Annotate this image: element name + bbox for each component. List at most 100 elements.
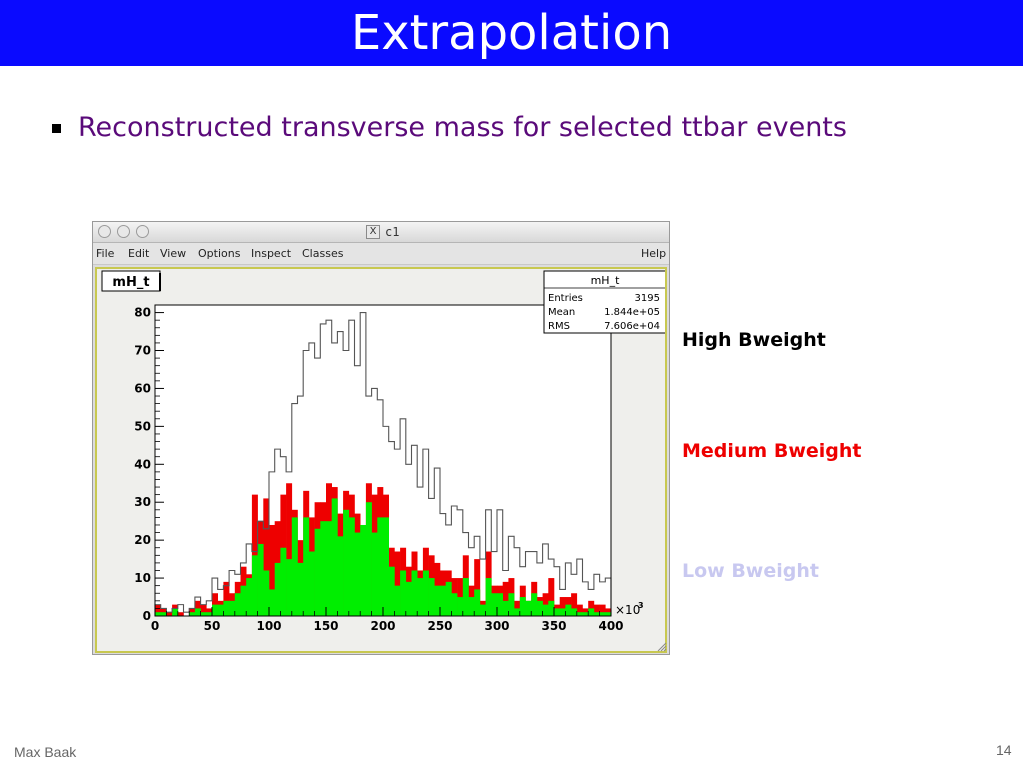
menu-inspect[interactable]: Inspect [251,247,291,260]
bar-low-bweight-64 [519,597,526,616]
bar-low-bweight-12 [223,600,230,616]
bar-medium-bweight-61 [502,581,509,616]
bar-low-bweight-58 [485,578,492,616]
x-tick-label-150: 150 [313,619,338,633]
menu-file[interactable]: File [96,247,114,260]
series-line-high-bweight [154,312,612,616]
histogram-chart: 0 10 20 30 40 50 60 70 80 0 50 100 150 200 250 300 350 40… [101,270,667,633]
plot-canvas[interactable]: 0 10 20 30 40 50 60 70 80 0 50 100 150 200 250 300 350 40… [95,267,667,653]
bar-low-bweight-34 [348,517,355,616]
bar-medium-bweight-75 [582,608,589,616]
bar-low-bweight-22 [280,547,287,616]
footer-page-number: 14 [996,742,1012,758]
y-tick-label-0: 0 [143,609,151,623]
bar-medium-bweight-20 [269,524,275,616]
footer-author: Max Baak [14,744,77,760]
menu-view-label: View [160,247,187,260]
bar-low-bweight-51 [445,581,452,616]
bar-low-bweight-62 [508,593,515,616]
x-multiplier-exponent: 3 [638,601,644,610]
bar-low-bweight-6 [189,612,196,616]
y-tick-label-70: 70 [134,344,151,358]
bar-low-bweight-14 [234,593,241,616]
bar-low-bweight-42 [394,585,401,616]
bar-medium-bweight-77 [593,604,600,616]
bar-low-bweight-20 [269,589,275,616]
bar-medium-bweight-9 [206,608,213,616]
window-title: c1 [385,225,400,239]
bar-low-bweight-9 [206,612,213,616]
menu-classes[interactable]: Classes [302,247,343,260]
menu-classes-label: Classes [302,247,344,260]
y-tick-label-50: 50 [134,419,151,433]
bar-low-bweight-77 [593,612,600,616]
bar-medium-bweight-2 [166,612,173,616]
stats-label-mean: Mean [548,307,575,318]
x-tick-label-300: 300 [484,619,509,633]
bar-low-bweight-57 [479,604,486,616]
menu-file-label: File [96,247,115,260]
x-tick-label-0: 0 [151,619,159,633]
bullet-marker [52,124,61,133]
bar-low-bweight-48 [428,578,435,616]
bar-low-bweight-10 [212,604,218,616]
histogram-title: mH_t [112,275,149,290]
bar-low-bweight-38 [371,532,378,616]
bar-low-bweight-70 [554,608,560,616]
bar-low-bweight-19 [263,570,270,616]
window-close-button[interactable] [98,225,111,238]
menu-help-label: Help [641,247,667,260]
label-low-bweight: Low Bweight [682,560,819,582]
bar-low-bweight-75 [582,612,589,616]
bar-low-bweight-3 [172,608,179,616]
bar-low-bweight-29 [320,521,327,616]
y-tick-label-40: 40 [134,457,151,471]
bar-low-bweight-69 [548,600,555,616]
menu-view[interactable]: View [160,247,186,260]
bar-low-bweight-50 [440,585,446,616]
window-minimize-button[interactable] [117,225,130,238]
bar-medium-bweight-17 [251,494,258,616]
root-canvas-window: X c1 File Edit View Options Inspect Clas… [92,221,670,655]
bar-low-bweight-61 [502,600,509,616]
bar-low-bweight-18 [257,543,264,616]
x-multiplier-label: ×10 [615,603,640,617]
menu-bar: File Edit View Options Inspect Classes H… [93,243,669,265]
y-tick-label-80: 80 [134,306,151,320]
bar-medium-bweight-69 [548,578,555,616]
label-medium-bweight: Medium Bweight [682,440,862,462]
menu-options[interactable]: Options [198,247,240,260]
bar-low-bweight-11 [217,604,224,616]
bar-medium-bweight-56 [474,559,481,616]
bar-low-bweight-30 [326,521,332,616]
x-tick-label-250: 250 [427,619,452,633]
bar-low-bweight-36 [360,524,367,616]
bar-low-bweight-24 [291,517,298,616]
bar-low-bweight-47 [422,570,429,616]
stats-value-entries: 3195 [635,293,660,304]
y-tick-label-60: 60 [134,381,151,395]
bar-medium-bweight-0 [155,604,161,616]
window-zoom-button[interactable] [136,225,149,238]
bar-low-bweight-16 [246,578,253,616]
bar-medium-bweight-4 [177,612,184,616]
bar-medium-bweight-1 [160,608,167,616]
x-tick-label-50: 50 [204,619,221,633]
bar-low-bweight-44 [405,581,412,616]
bar-medium-bweight-73 [571,593,578,616]
bar-medium-bweight-6 [189,608,196,616]
bar-low-bweight-28 [314,528,321,616]
x-tick-label-400: 400 [598,619,623,633]
bar-low-bweight-39 [377,517,384,616]
bar-low-bweight-0 [155,612,161,616]
stats-title: mH_t [591,274,620,287]
bar-medium-bweight-71 [559,597,566,616]
resize-grip-icon[interactable] [656,641,667,652]
bar-low-bweight-55 [468,597,475,616]
slide-title: Extrapolation [350,5,673,61]
bar-medium-bweight-74 [576,604,583,616]
bar-low-bweight-63 [514,608,521,616]
menu-help[interactable]: Help [641,247,666,260]
menu-edit-label: Edit [128,247,150,260]
menu-edit[interactable]: Edit [128,247,149,260]
